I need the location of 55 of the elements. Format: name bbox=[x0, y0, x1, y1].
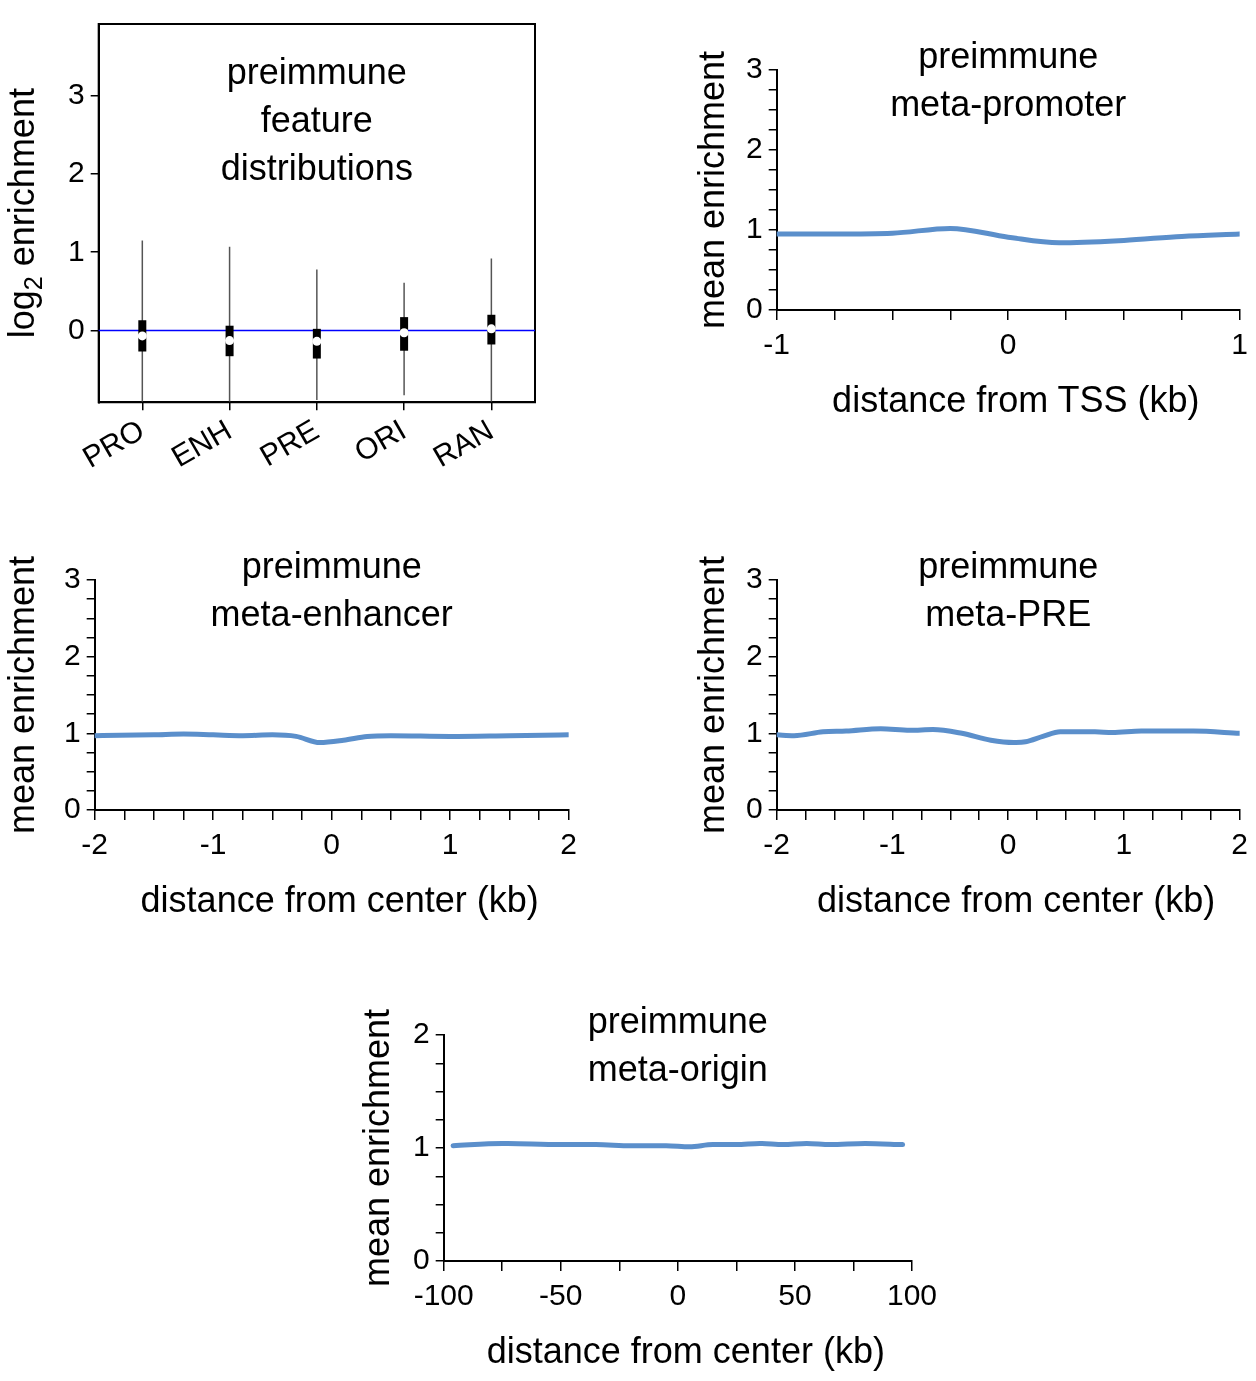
y-tick-label: 2 bbox=[413, 1016, 430, 1050]
y-tick-label: 0 bbox=[64, 791, 81, 825]
x-tick-label: PRO bbox=[76, 412, 150, 474]
x-tick-label: -1 bbox=[199, 827, 227, 861]
x-tick-label: 1 bbox=[1231, 327, 1248, 361]
y-tick-label: 1 bbox=[413, 1129, 430, 1163]
y-tick-label: 0 bbox=[746, 791, 763, 825]
y-axis-title: mean enrichment bbox=[690, 555, 732, 835]
chart-title: preimmune meta-PRE bbox=[918, 544, 1099, 634]
x-tick-label: -2 bbox=[81, 827, 109, 861]
y-tick-label: 1 bbox=[746, 714, 763, 748]
x-axis-title: distance from center (kb) bbox=[817, 878, 1216, 920]
y-tick-label: 1 bbox=[68, 233, 85, 267]
y-tick-label: 3 bbox=[68, 77, 85, 111]
text: preimmune feature distributions bbox=[220, 50, 413, 188]
y-axis-title: log2 enrichment bbox=[0, 88, 47, 339]
chart-title: preimmune meta-origin bbox=[587, 999, 768, 1089]
x-axis-title: distance from center (kb) bbox=[486, 1329, 885, 1371]
x-tick-label: -2 bbox=[763, 827, 791, 861]
y-tick-label: 0 bbox=[746, 291, 763, 325]
x-tick-label: 0 bbox=[999, 827, 1017, 861]
y-tick-label: 3 bbox=[746, 561, 763, 595]
x-tick-label: RAN bbox=[427, 412, 499, 473]
x-tick-label: 0 bbox=[323, 827, 341, 861]
x-tick-label: ORI bbox=[348, 412, 412, 468]
x-tick-label: 50 bbox=[778, 1278, 812, 1312]
x-tick-label: 1 bbox=[441, 827, 459, 861]
x-tick-label: -1 bbox=[879, 827, 906, 861]
y-tick-label: 3 bbox=[64, 561, 81, 595]
x-tick-label: 100 bbox=[886, 1278, 937, 1312]
x-tick-label: PRE bbox=[254, 412, 324, 473]
x-tick-label: 2 bbox=[1231, 827, 1248, 861]
x-tick-label: 1 bbox=[1115, 827, 1133, 861]
x-tick-label: 0 bbox=[669, 1278, 687, 1312]
y-axis-title: mean enrichment bbox=[0, 555, 42, 835]
x-tick-label: 2 bbox=[560, 827, 577, 861]
y-tick-label: 3 bbox=[746, 51, 763, 85]
x-tick-label: -1 bbox=[763, 327, 791, 361]
y-axis-title: mean enrichment bbox=[355, 1008, 397, 1288]
x-tick-label: -100 bbox=[413, 1278, 474, 1312]
y-tick-label: 2 bbox=[64, 637, 81, 671]
chart-title: preimmune meta-enhancer bbox=[210, 544, 453, 634]
x-tick-label: -50 bbox=[539, 1278, 583, 1312]
x-tick-label: 0 bbox=[999, 327, 1017, 361]
x-tick-label: ENH bbox=[165, 412, 237, 473]
y-axis-title: mean enrichment bbox=[690, 50, 732, 330]
y-tick-label: 1 bbox=[746, 211, 763, 245]
chart-title: preimmune meta-promoter bbox=[890, 34, 1127, 124]
y-tick-label: 0 bbox=[413, 1242, 430, 1276]
x-axis-title: distance from TSS (kb) bbox=[832, 378, 1200, 420]
y-tick-label: 2 bbox=[746, 131, 763, 165]
y-tick-label: 2 bbox=[746, 637, 763, 671]
x-axis-title: distance from center (kb) bbox=[140, 878, 539, 920]
y-tick-label: 1 bbox=[64, 714, 81, 748]
y-tick-label: 2 bbox=[68, 155, 85, 189]
